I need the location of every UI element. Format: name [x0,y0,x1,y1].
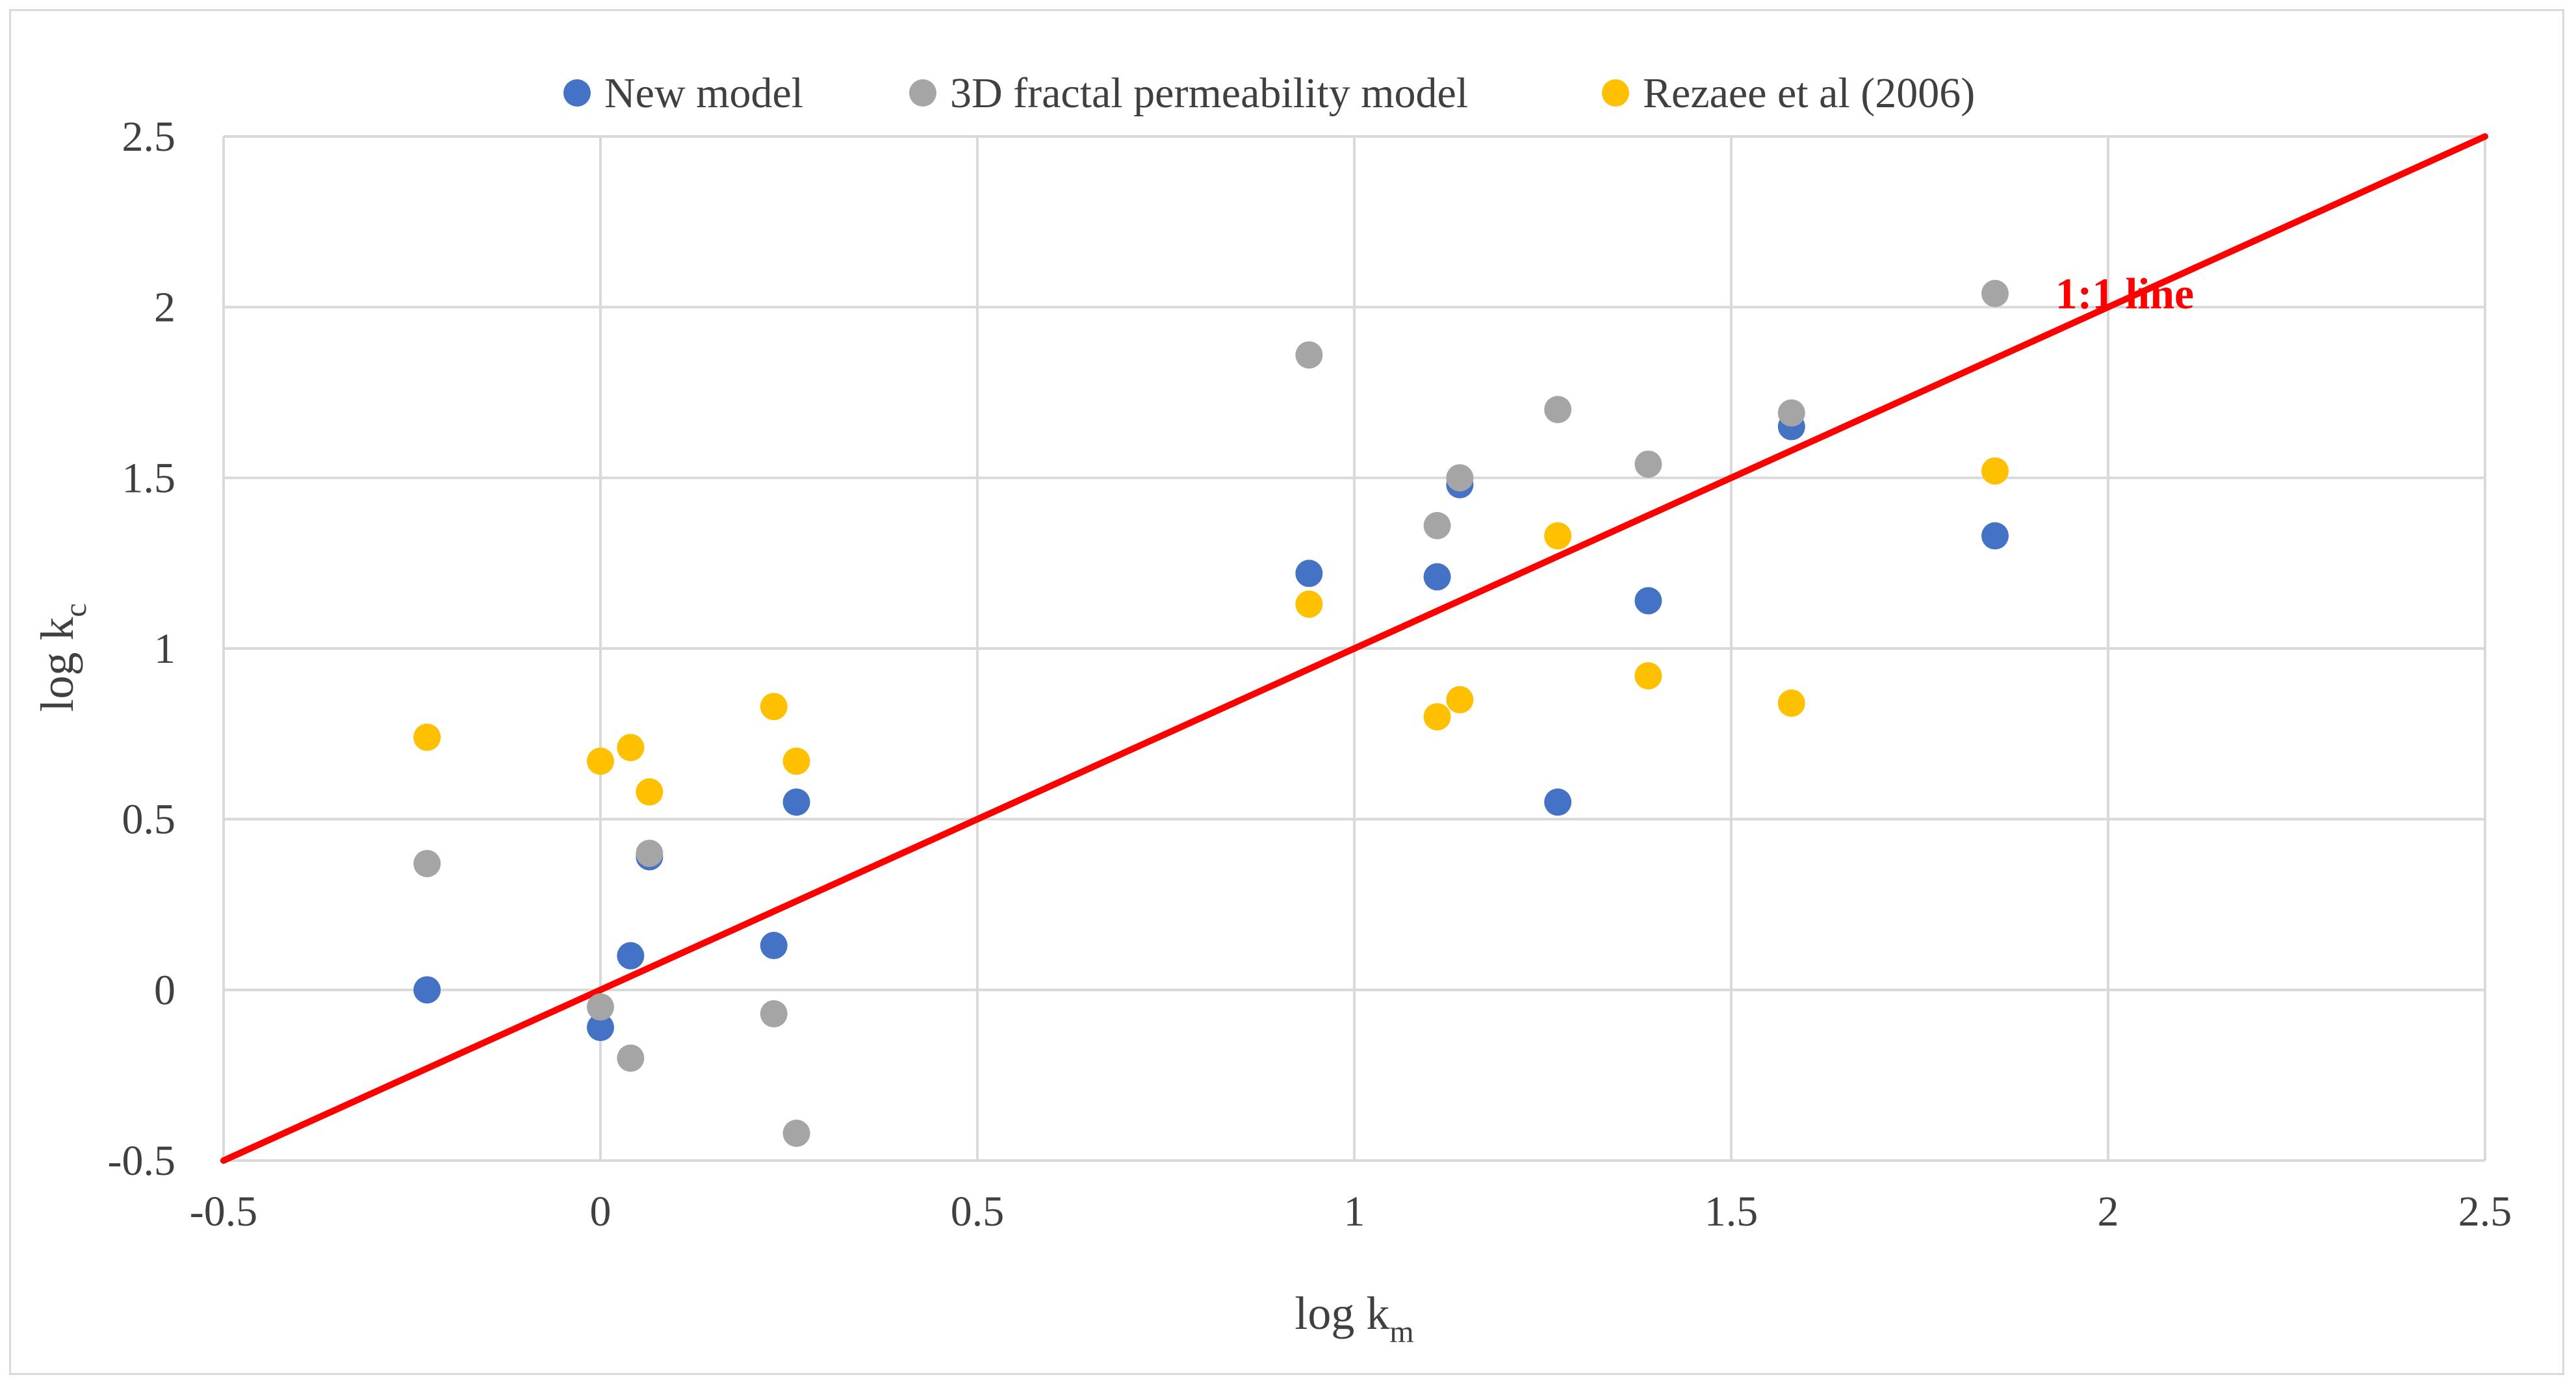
x-tick-label: -0.5 [190,1188,257,1235]
chart-frame [9,9,2564,1375]
legend-item: New model [563,70,803,117]
data-point [587,1014,614,1042]
legend: New model 3D fractal permeability model Re… [563,70,1975,117]
data-point [1544,522,1572,550]
y-tick-label: 2.5 [122,113,176,161]
data-point [1295,559,1323,587]
y-tick-label: 2 [154,284,175,331]
data-point [1446,686,1474,713]
data-point [1981,522,2009,550]
y-tick-labels: -0.5 0 0.5 1 1.5 2 2.5 [108,113,175,1185]
data-point [1634,587,1662,615]
legend-marker [563,79,591,107]
legend-item: Rezaee et al (2006) [1602,70,1975,117]
data-point [782,747,810,775]
x-tick-label: 1.5 [1705,1188,1758,1235]
y-tick-label: -0.5 [108,1137,175,1185]
data-point [1295,590,1323,618]
data-point [1446,464,1474,492]
data-point [617,1044,645,1072]
legend-marker [909,79,936,107]
data-point [760,932,788,960]
data-point [413,976,441,1004]
y-axis-title: log kc [31,603,93,712]
series-1 [413,413,2009,1042]
x-tick-label: 1 [1344,1188,1365,1235]
y-tick-label: 0.5 [122,796,176,843]
data-point [1634,450,1662,478]
data-point [1295,341,1323,369]
data-point [1544,788,1572,816]
data-point [587,747,614,775]
data-point [1423,563,1451,591]
data-point [760,693,788,721]
one-to-one-line-label: 1:1 line [2055,269,2194,318]
data-point [1777,689,1805,717]
data-point [617,942,645,970]
legend-label: New model [604,70,803,117]
data-point [760,1000,788,1028]
y-tick-label: 1 [154,625,175,673]
data-point [1423,703,1451,731]
x-tick-label: 2.5 [2458,1188,2512,1235]
data-point [1981,457,2009,485]
reference-line-group: 1:1 line [220,133,2488,1164]
legend-label: 3D fractal permeability model [950,70,1468,117]
data-point [782,1119,810,1147]
data-point [636,778,663,806]
data-point [617,734,645,762]
x-tick-label: 0 [590,1188,612,1235]
data-point [782,788,810,816]
one-to-one-line [220,133,2488,1164]
x-axis-title: log km [1294,1287,1413,1349]
data-point [1544,396,1572,424]
data-point [587,993,614,1021]
x-tick-labels: -0.5 0 0.5 1 1.5 2 2.5 [190,1188,2512,1235]
data-point [1777,399,1805,427]
x-tick-label: 2 [2098,1188,2119,1235]
series-2 [413,279,2009,1147]
data-points [413,279,2009,1147]
y-tick-label: 1.5 [122,454,176,502]
data-point [413,723,441,751]
legend-item: 3D fractal permeability model [909,70,1468,117]
data-point [1423,511,1451,539]
x-tick-label: 0.5 [951,1188,1005,1235]
data-point [413,849,441,877]
data-point [1981,279,2009,307]
data-point [1634,662,1662,690]
data-point [636,840,663,868]
legend-label: Rezaee et al (2006) [1643,70,1975,117]
series-3 [413,457,2009,806]
legend-marker [1602,79,1629,107]
y-tick-label: 0 [154,966,175,1014]
